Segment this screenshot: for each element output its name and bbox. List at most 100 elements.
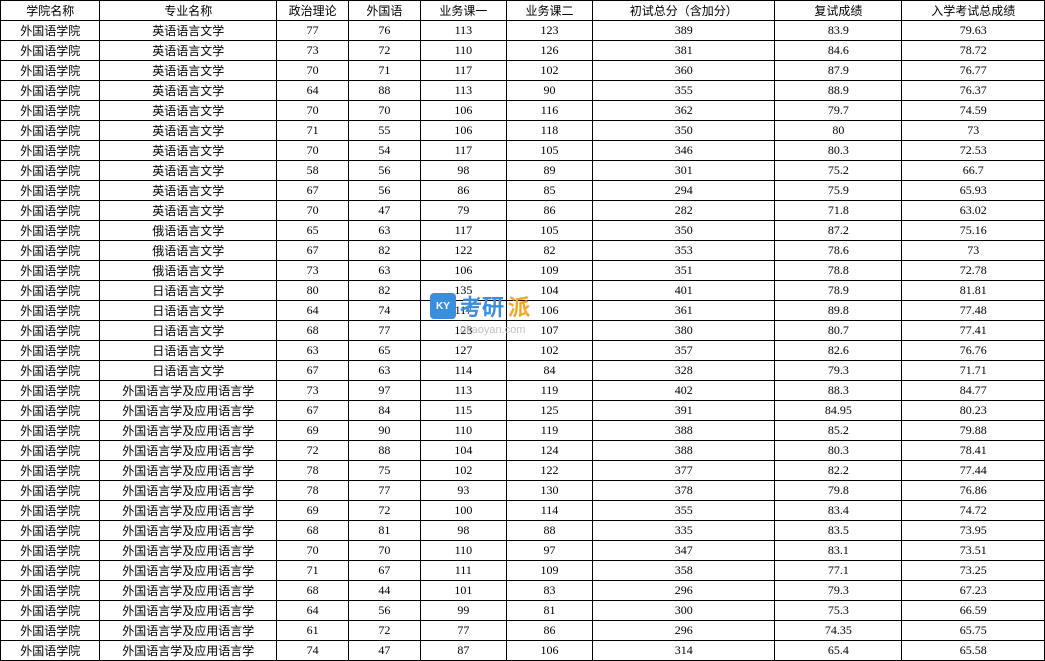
- cell-final: 76.37: [902, 81, 1045, 101]
- cell-s2: 56: [348, 601, 420, 621]
- cell-s3: 127: [420, 341, 506, 361]
- cell-retest: 85.2: [775, 421, 902, 441]
- cell-s3: 87: [420, 641, 506, 661]
- cell-retest: 83.1: [775, 541, 902, 561]
- cell-s1: 71: [277, 121, 349, 141]
- cell-s4: 114: [506, 501, 592, 521]
- cell-major: 外国语言学及应用语言学: [100, 641, 277, 661]
- cell-total1: 301: [593, 161, 775, 181]
- cell-final: 63.02: [902, 201, 1045, 221]
- cell-college: 外国语学院: [1, 241, 100, 261]
- cell-retest: 78.9: [775, 281, 902, 301]
- cell-s3: 93: [420, 481, 506, 501]
- cell-s4: 86: [506, 621, 592, 641]
- cell-major: 外国语言学及应用语言学: [100, 581, 277, 601]
- table-row: 外国语学院外国语言学及应用语言学74478710631465.465.58: [1, 641, 1045, 661]
- cell-college: 外国语学院: [1, 141, 100, 161]
- cell-retest: 87.2: [775, 221, 902, 241]
- cell-major: 英语语言文学: [100, 101, 277, 121]
- cell-final: 66.59: [902, 601, 1045, 621]
- cell-major: 外国语言学及应用语言学: [100, 521, 277, 541]
- table-row: 外国语学院外国语言学及应用语言学716711110935877.173.25: [1, 561, 1045, 581]
- table-row: 外国语学院外国语言学及应用语言学787510212237782.277.44: [1, 461, 1045, 481]
- cell-retest: 87.9: [775, 61, 902, 81]
- cell-college: 外国语学院: [1, 541, 100, 561]
- cell-college: 外国语学院: [1, 341, 100, 361]
- cell-retest: 79.3: [775, 361, 902, 381]
- cell-final: 75.16: [902, 221, 1045, 241]
- cell-s2: 70: [348, 541, 420, 561]
- cell-s4: 124: [506, 441, 592, 461]
- cell-total1: 362: [593, 101, 775, 121]
- cell-retest: 78.8: [775, 261, 902, 281]
- cell-major: 外国语言学及应用语言学: [100, 441, 277, 461]
- cell-college: 外国语学院: [1, 601, 100, 621]
- cell-college: 外国语学院: [1, 401, 100, 421]
- cell-s1: 63: [277, 341, 349, 361]
- cell-total1: 361: [593, 301, 775, 321]
- cell-s1: 70: [277, 201, 349, 221]
- cell-s3: 106: [420, 121, 506, 141]
- table-row: 外国语学院英语语言文学705411710534680.372.53: [1, 141, 1045, 161]
- cell-s2: 84: [348, 401, 420, 421]
- cell-s3: 110: [420, 41, 506, 61]
- cell-college: 外国语学院: [1, 641, 100, 661]
- cell-final: 80.23: [902, 401, 1045, 421]
- cell-final: 72.53: [902, 141, 1045, 161]
- cell-college: 外国语学院: [1, 501, 100, 521]
- header-total1: 初试总分（含加分）: [593, 1, 775, 21]
- cell-s2: 56: [348, 181, 420, 201]
- cell-s2: 70: [348, 101, 420, 121]
- cell-s1: 67: [277, 241, 349, 261]
- cell-retest: 83.9: [775, 21, 902, 41]
- cell-total1: 353: [593, 241, 775, 261]
- cell-retest: 79.3: [775, 581, 902, 601]
- cell-college: 外国语学院: [1, 201, 100, 221]
- cell-s4: 106: [506, 301, 592, 321]
- table-row: 外国语学院英语语言文学737211012638184.678.72: [1, 41, 1045, 61]
- table-row: 外国语学院外国语言学及应用语言学739711311940288.384.77: [1, 381, 1045, 401]
- cell-college: 外国语学院: [1, 121, 100, 141]
- cell-s1: 68: [277, 581, 349, 601]
- cell-major: 外国语言学及应用语言学: [100, 541, 277, 561]
- cell-s1: 67: [277, 361, 349, 381]
- cell-s4: 122: [506, 461, 592, 481]
- cell-retest: 84.6: [775, 41, 902, 61]
- cell-s1: 58: [277, 161, 349, 181]
- cell-s2: 74: [348, 301, 420, 321]
- cell-s4: 90: [506, 81, 592, 101]
- cell-total1: 335: [593, 521, 775, 541]
- cell-total1: 296: [593, 581, 775, 601]
- cell-s2: 82: [348, 281, 420, 301]
- cell-s2: 77: [348, 481, 420, 501]
- cell-s2: 97: [348, 381, 420, 401]
- cell-s3: 102: [420, 461, 506, 481]
- cell-major: 日语语言文学: [100, 341, 277, 361]
- cell-s1: 77: [277, 21, 349, 41]
- header-row: 学院名称 专业名称 政治理论 外国语 业务课一 业务课二 初试总分（含加分） 复…: [1, 1, 1045, 21]
- cell-s3: 122: [420, 241, 506, 261]
- cell-final: 78.72: [902, 41, 1045, 61]
- cell-final: 79.88: [902, 421, 1045, 441]
- cell-s3: 117: [420, 221, 506, 241]
- header-major: 专业名称: [100, 1, 277, 21]
- cell-college: 外国语学院: [1, 61, 100, 81]
- cell-retest: 83.5: [775, 521, 902, 541]
- cell-final: 66.7: [902, 161, 1045, 181]
- cell-s2: 72: [348, 41, 420, 61]
- cell-major: 俄语语言文学: [100, 221, 277, 241]
- cell-retest: 71.8: [775, 201, 902, 221]
- cell-retest: 74.35: [775, 621, 902, 641]
- table-row: 外国语学院英语语言文学6756868529475.965.93: [1, 181, 1045, 201]
- cell-college: 外国语学院: [1, 561, 100, 581]
- cell-s4: 88: [506, 521, 592, 541]
- cell-retest: 77.1: [775, 561, 902, 581]
- cell-major: 外国语言学及应用语言学: [100, 621, 277, 641]
- cell-total1: 282: [593, 201, 775, 221]
- cell-total1: 355: [593, 81, 775, 101]
- cell-s4: 97: [506, 541, 592, 561]
- cell-college: 外国语学院: [1, 261, 100, 281]
- cell-s4: 105: [506, 221, 592, 241]
- cell-s1: 80: [277, 281, 349, 301]
- cell-s1: 70: [277, 61, 349, 81]
